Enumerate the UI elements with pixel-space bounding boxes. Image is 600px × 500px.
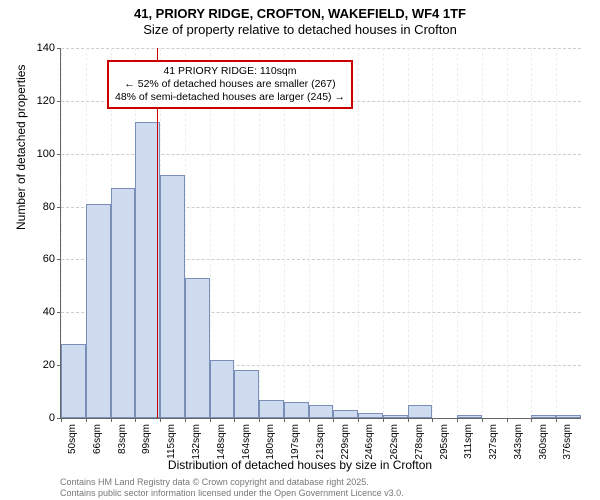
x-tick-mark bbox=[259, 418, 260, 422]
histogram-bar bbox=[358, 413, 383, 418]
histogram-bar bbox=[457, 415, 482, 418]
histogram-bar bbox=[210, 360, 235, 418]
y-tick-label: 40 bbox=[43, 306, 61, 318]
callout-line-1: 41 PRIORY RIDGE: 110sqm bbox=[115, 65, 345, 78]
x-tick-label: 327sqm bbox=[488, 424, 499, 460]
x-tick-label: 278sqm bbox=[414, 424, 425, 460]
x-tick-label: 213sqm bbox=[315, 424, 326, 460]
x-tick-mark bbox=[383, 418, 384, 422]
histogram-bar bbox=[185, 278, 210, 418]
histogram-bar bbox=[383, 415, 408, 418]
grid-line-vertical bbox=[457, 48, 458, 418]
histogram-bar bbox=[333, 410, 358, 418]
y-tick-label: 140 bbox=[37, 42, 61, 54]
y-tick-label: 80 bbox=[43, 201, 61, 213]
title-subtitle: Size of property relative to detached ho… bbox=[0, 22, 600, 38]
histogram-bar bbox=[408, 405, 433, 418]
x-tick-mark bbox=[531, 418, 532, 422]
callout-line-3: 48% of semi-detached houses are larger (… bbox=[115, 91, 345, 104]
y-tick-label: 60 bbox=[43, 253, 61, 265]
grid-line-vertical bbox=[482, 48, 483, 418]
grid-line-horizontal bbox=[61, 48, 581, 49]
title-address: 41, PRIORY RIDGE, CROFTON, WAKEFIELD, WF… bbox=[0, 6, 600, 22]
y-tick-label: 0 bbox=[49, 412, 61, 424]
x-tick-label: 360sqm bbox=[538, 424, 549, 460]
histogram-bar bbox=[234, 370, 259, 418]
x-tick-mark bbox=[358, 418, 359, 422]
x-tick-label: 83sqm bbox=[117, 424, 128, 454]
x-tick-mark bbox=[457, 418, 458, 422]
histogram-bar bbox=[259, 400, 284, 419]
y-axis-label: Number of detached properties bbox=[14, 65, 28, 230]
x-tick-label: 311sqm bbox=[463, 424, 474, 459]
x-tick-mark bbox=[234, 418, 235, 422]
x-tick-label: 246sqm bbox=[364, 424, 375, 460]
y-tick-label: 100 bbox=[37, 148, 61, 160]
x-tick-mark bbox=[333, 418, 334, 422]
x-axis-label: Distribution of detached houses by size … bbox=[0, 458, 600, 472]
x-tick-label: 197sqm bbox=[290, 424, 301, 460]
histogram-bar bbox=[284, 402, 309, 418]
x-tick-mark bbox=[160, 418, 161, 422]
histogram-bar bbox=[86, 204, 111, 418]
y-tick-label: 20 bbox=[43, 359, 61, 371]
grid-line-vertical bbox=[556, 48, 557, 418]
y-tick-label: 120 bbox=[37, 95, 61, 107]
footer-line-2: Contains public sector information licen… bbox=[60, 488, 404, 498]
x-tick-label: 295sqm bbox=[439, 424, 450, 460]
x-tick-label: 376sqm bbox=[562, 424, 573, 460]
plot-area: 02040608010012014050sqm66sqm83sqm99sqm11… bbox=[60, 48, 581, 419]
x-tick-mark bbox=[284, 418, 285, 422]
x-tick-mark bbox=[482, 418, 483, 422]
reference-callout: 41 PRIORY RIDGE: 110sqm ← 52% of detache… bbox=[107, 60, 353, 109]
x-tick-mark bbox=[61, 418, 62, 422]
x-tick-label: 148sqm bbox=[216, 424, 227, 460]
grid-line-vertical bbox=[408, 48, 409, 418]
x-tick-label: 180sqm bbox=[265, 424, 276, 460]
x-tick-label: 99sqm bbox=[141, 424, 152, 454]
grid-line-vertical bbox=[358, 48, 359, 418]
x-tick-label: 115sqm bbox=[166, 424, 177, 459]
x-tick-mark bbox=[408, 418, 409, 422]
footer-attribution: Contains HM Land Registry data © Crown c… bbox=[60, 477, 404, 498]
x-tick-mark bbox=[135, 418, 136, 422]
grid-line-vertical bbox=[507, 48, 508, 418]
x-tick-mark bbox=[507, 418, 508, 422]
histogram-bar bbox=[61, 344, 86, 418]
histogram-bar bbox=[309, 405, 334, 418]
x-tick-label: 50sqm bbox=[67, 424, 78, 454]
x-tick-label: 229sqm bbox=[340, 424, 351, 460]
histogram-bar bbox=[556, 415, 581, 418]
x-tick-mark bbox=[432, 418, 433, 422]
histogram-bar bbox=[111, 188, 136, 418]
x-tick-label: 262sqm bbox=[389, 424, 400, 460]
x-tick-mark bbox=[111, 418, 112, 422]
histogram-bar bbox=[160, 175, 185, 418]
grid-line-vertical bbox=[383, 48, 384, 418]
x-tick-mark bbox=[556, 418, 557, 422]
x-tick-label: 164sqm bbox=[241, 424, 252, 460]
histogram-bar bbox=[531, 415, 556, 418]
x-tick-label: 132sqm bbox=[191, 424, 202, 460]
grid-line-vertical bbox=[531, 48, 532, 418]
x-tick-mark bbox=[86, 418, 87, 422]
x-tick-label: 66sqm bbox=[92, 424, 103, 454]
chart-container: 41, PRIORY RIDGE, CROFTON, WAKEFIELD, WF… bbox=[0, 0, 600, 500]
chart-title: 41, PRIORY RIDGE, CROFTON, WAKEFIELD, WF… bbox=[0, 0, 600, 37]
callout-line-2: ← 52% of detached houses are smaller (26… bbox=[115, 78, 345, 91]
x-tick-label: 343sqm bbox=[513, 424, 524, 460]
footer-line-1: Contains HM Land Registry data © Crown c… bbox=[60, 477, 404, 487]
grid-line-vertical bbox=[432, 48, 433, 418]
x-tick-mark bbox=[185, 418, 186, 422]
x-tick-mark bbox=[309, 418, 310, 422]
x-tick-mark bbox=[210, 418, 211, 422]
